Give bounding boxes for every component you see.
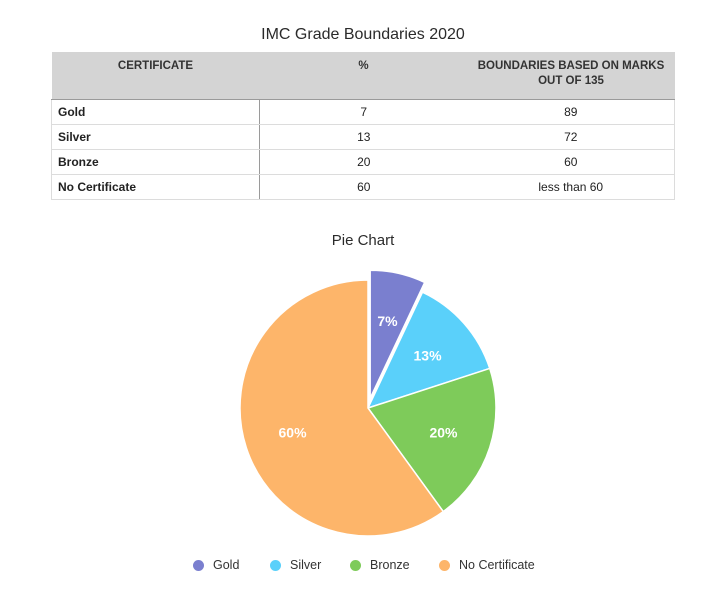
cell-certificate: Silver xyxy=(51,124,260,150)
header-certificate: CERTIFICATE xyxy=(51,52,260,100)
pie-slice-bronze xyxy=(366,367,497,513)
cell-boundary: 72 xyxy=(467,124,675,150)
legend-swatch-gold xyxy=(193,559,204,571)
cell-percent: 20 xyxy=(259,149,468,175)
table-row: Silver 13 72 xyxy=(51,124,675,150)
legend-item-silver: Silver xyxy=(270,555,321,575)
table-row: No Certificate 60 less than 60 xyxy=(51,174,675,200)
table-row: Gold 7 89 xyxy=(51,99,675,125)
pie-slice-gold xyxy=(369,269,426,399)
legend-label-no-certificate: No Certificate xyxy=(459,558,535,572)
legend-swatch-bronze xyxy=(350,559,361,571)
pie-label-bronze: 20% xyxy=(429,425,458,441)
legend-label-silver: Silver xyxy=(290,558,322,572)
chart-legend: Gold Silver Bronze No Certificate xyxy=(0,555,726,575)
cell-boundary: 60 xyxy=(467,149,675,175)
cell-percent: 13 xyxy=(259,124,468,150)
pie-slice-no-certificate xyxy=(239,279,445,537)
pie-slices xyxy=(239,269,497,537)
pie-label-silver: 13% xyxy=(414,348,443,364)
legend-swatch-silver xyxy=(270,559,281,571)
table-row: Bronze 20 60 xyxy=(51,149,675,175)
header-boundaries: BOUNDARIES BASED ON MARKS OUT OF 135 xyxy=(467,52,675,100)
table-title: IMC Grade Boundaries 2020 xyxy=(261,26,465,43)
table-header-row: CERTIFICATE % BOUNDARIES BASED ON MARKS … xyxy=(51,52,675,100)
legend-swatch-no-certificate xyxy=(439,559,450,571)
legend-item-gold: Gold xyxy=(193,555,239,575)
pie-label-no-certificate: 60% xyxy=(279,425,308,441)
header-percent: % xyxy=(259,52,468,100)
pie-labels: 7% 13% 20% 60% xyxy=(279,313,459,441)
cell-certificate: No Certificate xyxy=(51,174,260,200)
cell-certificate: Bronze xyxy=(51,149,260,175)
cell-boundary: 89 xyxy=(467,99,675,125)
legend-label-bronze: Bronze xyxy=(370,558,410,572)
cell-percent: 7 xyxy=(259,99,468,125)
grade-boundaries-table: CERTIFICATE % BOUNDARIES BASED ON MARKS … xyxy=(51,52,675,200)
pie-chart: 7% 13% 20% 60% xyxy=(239,269,497,537)
legend-label-gold: Gold xyxy=(213,558,240,572)
pie-slice-silver xyxy=(366,291,491,410)
legend-item-no-certificate: No Certificate xyxy=(439,555,535,575)
chart-title: Pie Chart xyxy=(331,232,395,249)
cell-certificate: Gold xyxy=(51,99,260,125)
cell-percent: 60 xyxy=(259,174,468,200)
cell-boundary: less than 60 xyxy=(467,174,675,200)
pie-label-gold: 7% xyxy=(377,313,398,329)
legend-item-bronze: Bronze xyxy=(350,555,410,575)
